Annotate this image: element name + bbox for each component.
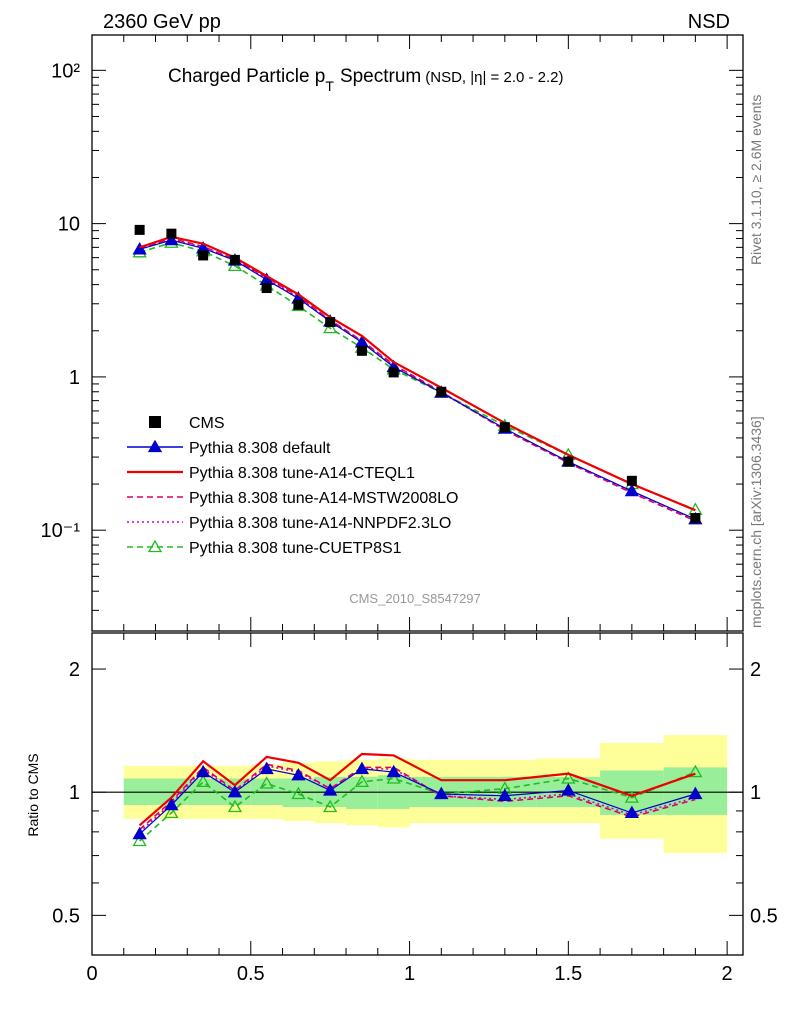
spectrum-marker — [323, 320, 338, 334]
lower-y-tick-label-right: 0.5 — [750, 905, 778, 927]
ratio-marker — [354, 774, 370, 788]
ratio-marker — [164, 797, 179, 811]
header-right: NSD — [688, 11, 730, 33]
spectrum-series-pythia-8-308-tune-a14-mstw2008lo — [139, 237, 696, 522]
upper-y-tick-label: 10⁻¹ — [41, 520, 81, 542]
ratio-marker — [196, 774, 211, 788]
lower-y-tick-label-right: 2 — [750, 659, 761, 681]
spectrum-series-pythia-8-308-tune-a14-cteql1 — [139, 235, 696, 512]
legend-label: Pythia 8.308 tune-A14-NNPDF2.3LO — [189, 515, 451, 532]
ratio-marker — [323, 799, 338, 813]
legend-marker-triangle — [147, 539, 163, 553]
spectrum-marker — [132, 241, 147, 255]
legend-label: CMS — [189, 415, 225, 432]
upper-y-tick-label: 10 — [58, 214, 80, 236]
legend-marker-triangle — [147, 439, 163, 453]
legend-label: Pythia 8.308 tune-A14-MSTW2008LO — [189, 490, 458, 507]
ratio-marker — [354, 761, 370, 775]
x-tick-label: 0.5 — [237, 963, 265, 985]
ratio-marker — [227, 784, 243, 798]
ratio-marker — [561, 771, 576, 784]
spectrum-marker — [624, 483, 639, 497]
upper-y-tick-label: 10² — [51, 60, 80, 82]
ratio-marker — [624, 805, 639, 819]
legend-label: Pythia 8.308 default — [189, 440, 331, 457]
legend-item: Pythia 8.308 tune-A14-MSTW2008LO — [127, 490, 458, 507]
ratio-marker — [132, 833, 147, 847]
ratio-axis-label: Ratio to CMS — [25, 753, 41, 836]
legend-label: Pythia 8.308 tune-A14-CTEQL1 — [189, 465, 415, 482]
spectrum-cms-point — [690, 513, 701, 524]
ratio-marker — [688, 764, 703, 778]
ratio-marker — [259, 761, 274, 775]
ratio-marker — [434, 786, 449, 800]
spectrum-marker — [164, 232, 179, 246]
legend-label: Pythia 8.308 tune-CUETP8S1 — [189, 540, 402, 557]
ratio-marker — [259, 776, 274, 789]
x-tick-label: 1.5 — [554, 963, 582, 985]
lower-y-tick-label-right: 1 — [750, 782, 761, 804]
header-left: 2360 GeV pp — [103, 11, 221, 33]
upper-frame — [91, 34, 744, 632]
lower-y-tick-label: 0.5 — [52, 905, 80, 927]
ratio-marker — [497, 788, 512, 801]
legend-item: Pythia 8.308 tune-CUETP8S1 — [127, 539, 402, 557]
mcplots-label: mcplots.cern.ch [arXiv:1306.3436] — [748, 416, 764, 628]
lower-y-tick-label: 2 — [69, 659, 80, 681]
ratio-marker — [624, 790, 639, 803]
spectrum-cms-point — [166, 228, 177, 239]
spectrum-series-pythia-8-308-tune-a14-nnpdf2-3lo — [139, 238, 696, 521]
ratio-series — [132, 752, 703, 847]
upper-y-tick-label: 1 — [69, 367, 80, 389]
spectrum-cms-point — [388, 367, 399, 378]
ratio-series-pythia-8-308-tune-a14-cteql1 — [138, 752, 696, 827]
spectrum-cms-point — [325, 317, 336, 328]
watermark: CMS_2010_S8547297 — [349, 591, 481, 606]
x-tick-label: 0 — [86, 963, 97, 985]
ratio-series-pythia-8-308-tune-a14-mstw2008lo — [139, 763, 696, 831]
spectrum-cms-point — [563, 456, 574, 467]
spectrum-cms-point — [499, 422, 510, 433]
ratio-marker — [386, 764, 401, 778]
ratio-marker — [561, 783, 576, 796]
spectrum-cms-point — [356, 345, 367, 356]
ratio-marker — [323, 783, 338, 796]
ratio-marker — [132, 826, 147, 840]
legend-item: Pythia 8.308 tune-A14-NNPDF2.3LO — [127, 515, 451, 532]
legend-item: CMS — [149, 415, 225, 432]
ratio-series-pythia-8-308-tune-a14-nnpdf2-3lo — [139, 764, 696, 833]
ratio-marker — [227, 799, 243, 813]
spectrum-cms-point — [198, 250, 209, 261]
spectrum-cms-point — [134, 224, 145, 235]
legend-marker-square — [149, 416, 161, 428]
ratio-marker — [196, 764, 211, 778]
spectrum-cms-point — [436, 386, 447, 397]
legend: CMS Pythia 8.308 default Pythia 8.308 tune… — [127, 415, 458, 557]
spectrum-cms-point — [261, 283, 272, 294]
spectrum-cms-point — [626, 475, 637, 486]
legend-item: Pythia 8.308 tune-A14-CTEQL1 — [127, 465, 415, 482]
x-tick-label: 1 — [404, 963, 415, 985]
lower-y-tick-label: 1 — [69, 782, 80, 804]
spectrum-series — [132, 224, 703, 525]
axis-tick-labels: 0 0.5 1 1.5 2 10⁻¹ 1 10 10² 0.5 0.5 1 1 2 2 — [41, 60, 778, 985]
lower-frame — [91, 632, 744, 956]
rivet-label: Rivet 3.1.10, ≥ 2.6M events — [748, 95, 764, 265]
spectrum-cms-point — [293, 299, 304, 310]
ratio-marker — [164, 805, 179, 819]
chart-title: Charged Particle pT Spectrum (NSD, |η| = 2… — [168, 66, 564, 94]
ratio-marker — [291, 767, 306, 781]
ratio-marker — [291, 786, 306, 800]
x-tick-label: 2 — [722, 963, 733, 985]
ratio-marker — [688, 786, 703, 800]
legend-item: Pythia 8.308 default — [127, 439, 331, 457]
spectrum-cms-point — [229, 254, 240, 265]
ratio-marker — [386, 771, 401, 784]
